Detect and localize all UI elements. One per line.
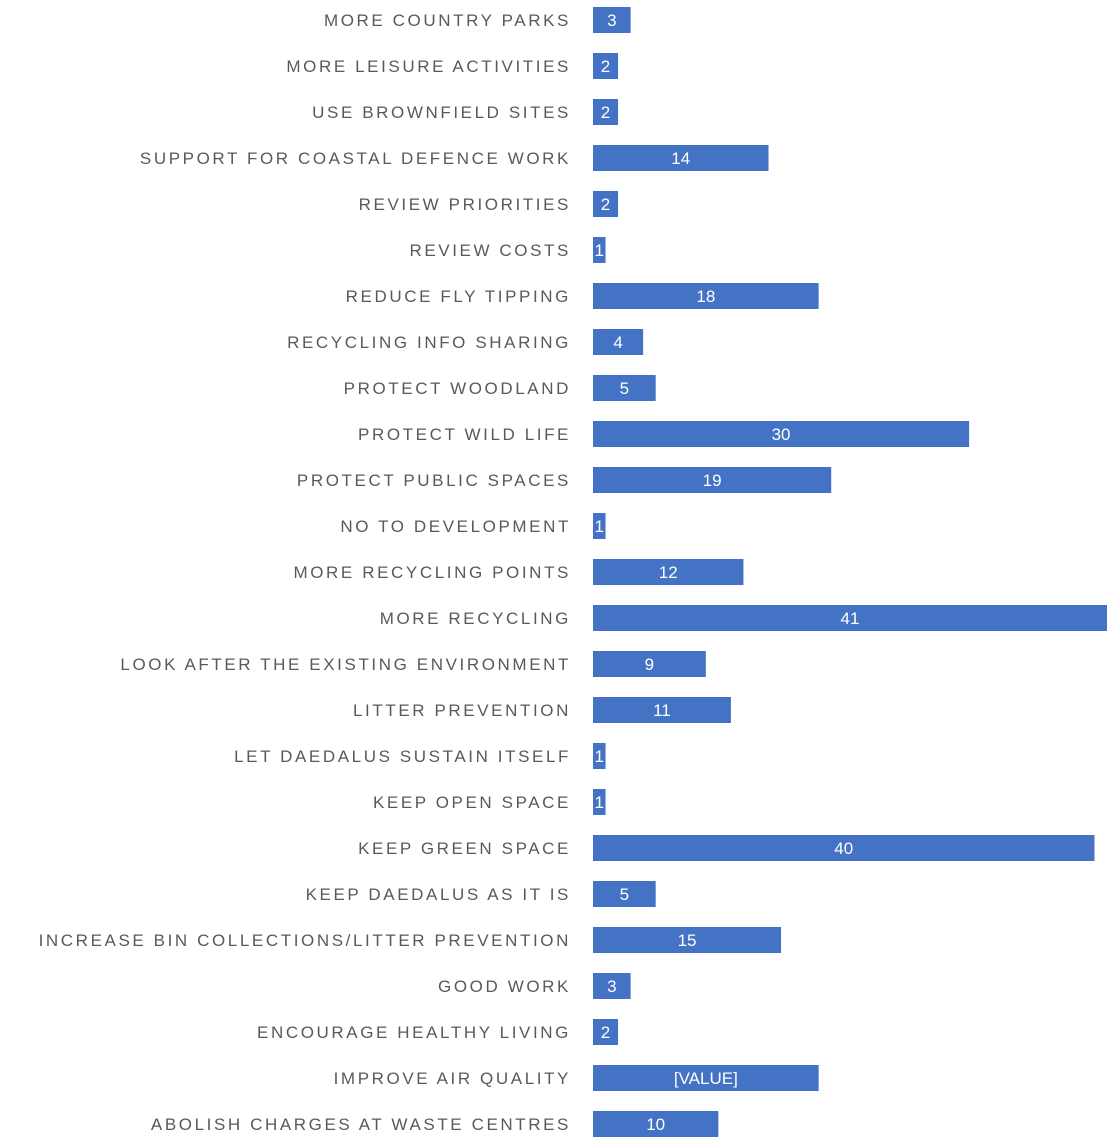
data-label: 19 xyxy=(703,471,722,490)
data-label: 5 xyxy=(620,379,629,398)
data-label: 2 xyxy=(601,103,610,122)
data-label: 3 xyxy=(607,977,616,996)
category-label: LITTER PREVENTION xyxy=(353,701,571,720)
data-label: [VALUE] xyxy=(674,1069,738,1088)
data-label: 41 xyxy=(841,609,860,628)
bar xyxy=(593,7,631,33)
bar xyxy=(593,605,1107,631)
category-label: PROTECT PUBLIC SPACES xyxy=(297,471,571,490)
data-label: 1 xyxy=(595,241,604,260)
data-label: 1 xyxy=(595,517,604,536)
category-label: PROTECT WILD LIFE xyxy=(358,425,571,444)
bar xyxy=(593,973,631,999)
bar xyxy=(593,99,619,125)
category-label: MORE COUNTRY PARKS xyxy=(324,11,571,30)
bar xyxy=(593,237,606,263)
category-label: REVIEW PRIORITIES xyxy=(359,195,571,214)
category-label: LET DAEDALUS SUSTAIN ITSELF xyxy=(234,747,571,766)
data-label: 2 xyxy=(601,1023,610,1042)
data-label: 3 xyxy=(607,11,616,30)
bar xyxy=(593,375,656,401)
data-label: 12 xyxy=(659,563,678,582)
category-label: MORE LEISURE ACTIVITIES xyxy=(286,57,571,76)
bar xyxy=(593,421,970,447)
category-label: NO TO DEVELOPMENT xyxy=(340,517,571,536)
bar xyxy=(593,789,606,815)
bar xyxy=(593,53,619,79)
category-label: ENCOURAGE HEALTHY LIVING xyxy=(257,1023,571,1042)
data-label: 9 xyxy=(645,655,654,674)
data-label: 15 xyxy=(678,931,697,950)
data-label: 2 xyxy=(601,57,610,76)
category-label: RECYCLING INFO SHARING xyxy=(287,333,571,352)
bar xyxy=(593,743,606,769)
bar xyxy=(593,513,606,539)
category-label: SUPPORT FOR COASTAL DEFENCE WORK xyxy=(140,149,571,168)
bar xyxy=(593,651,706,677)
bar xyxy=(593,1111,719,1137)
data-label: 30 xyxy=(772,425,791,444)
category-label: KEEP OPEN SPACE xyxy=(373,793,571,812)
data-label: 5 xyxy=(620,885,629,904)
data-label: 40 xyxy=(834,839,853,858)
bar xyxy=(593,145,769,171)
data-label: 1 xyxy=(595,747,604,766)
bar xyxy=(593,835,1095,861)
category-label: ABOLISH CHARGES AT WASTE CENTRES xyxy=(151,1115,571,1134)
data-label: 18 xyxy=(696,287,715,306)
category-label: KEEP GREEN SPACE xyxy=(358,839,571,858)
category-label: REDUCE FLY TIPPING xyxy=(346,287,571,306)
bars xyxy=(593,7,1107,1137)
category-label: MORE RECYCLING POINTS xyxy=(293,563,571,582)
bar xyxy=(593,927,782,953)
bar xyxy=(593,1019,619,1045)
bar xyxy=(593,191,619,217)
category-label: USE BROWNFIELD SITES xyxy=(312,103,571,122)
bar xyxy=(593,329,644,355)
data-label: 11 xyxy=(653,701,671,720)
data-label: 10 xyxy=(646,1115,665,1134)
bar xyxy=(593,881,656,907)
bar xyxy=(593,559,744,585)
category-label: INCREASE BIN COLLECTIONS/LITTER PREVENTI… xyxy=(39,931,571,950)
category-label: KEEP DAEDALUS AS IT IS xyxy=(306,885,571,904)
data-labels: 32214211845301911241911114051532[VALUE]1… xyxy=(595,11,860,1134)
category-label: REVIEW COSTS xyxy=(409,241,571,260)
category-label: PROTECT WOODLAND xyxy=(344,379,571,398)
category-label: MORE RECYCLING xyxy=(380,609,571,628)
category-label: LOOK AFTER THE EXISTING ENVIRONMENT xyxy=(120,655,571,674)
data-label: 2 xyxy=(601,195,610,214)
data-label: 14 xyxy=(671,149,690,168)
bar xyxy=(593,283,819,309)
data-label: 4 xyxy=(613,333,622,352)
bar xyxy=(593,1065,819,1091)
data-label: 1 xyxy=(595,793,604,812)
category-label: IMPROVE AIR QUALITY xyxy=(334,1069,571,1088)
bar xyxy=(593,467,832,493)
bar xyxy=(593,697,731,723)
category-label: GOOD WORK xyxy=(438,977,571,996)
category-labels: MORE COUNTRY PARKS MORE LEISURE ACTIVITIE… xyxy=(39,11,571,1134)
